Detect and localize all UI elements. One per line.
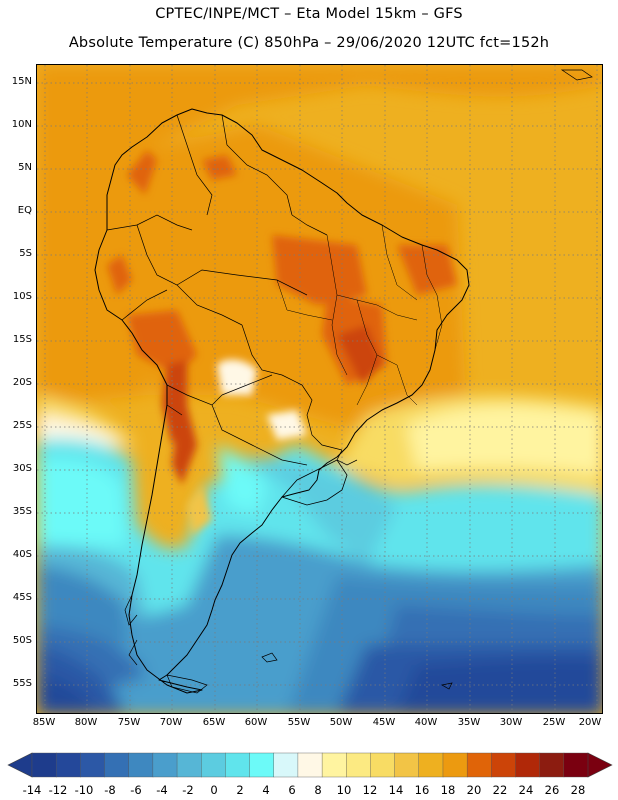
lon-label: 20W [578, 717, 602, 728]
colorbar-label: -10 [74, 783, 94, 797]
colorbar-cell [539, 752, 565, 778]
colorbar-label: 20 [466, 783, 482, 797]
colorbar-label: 14 [388, 783, 404, 797]
colorbar-label: -4 [156, 783, 168, 797]
country-borders [106, 114, 358, 466]
colorbar-label: 18 [440, 783, 456, 797]
colorbar-cells [31, 752, 589, 778]
colorbar-label: -8 [104, 783, 116, 797]
lat-label: 40S [12, 549, 32, 560]
colorbar-cell [563, 752, 589, 778]
colorbar-label: -12 [48, 783, 68, 797]
colorbar-over-triangle [587, 752, 613, 778]
state-borders [276, 224, 443, 406]
colorbar-label: 10 [336, 783, 352, 797]
colorbar-label: 4 [262, 783, 270, 797]
temperature-field [37, 65, 602, 713]
lon-label: 80W [74, 717, 98, 728]
south-america-coastline [94, 108, 470, 694]
lat-label: 25S [12, 420, 32, 431]
lon-label: 65W [202, 717, 226, 728]
colorbar-cell [249, 752, 275, 778]
islands [124, 69, 593, 694]
colorbar-label: 0 [210, 783, 218, 797]
colorbar-cell [321, 752, 347, 778]
lat-label: 50S [12, 635, 32, 646]
colorbar-cell [346, 752, 371, 778]
lat-label: EQ [17, 205, 32, 216]
colorbar-cell [297, 752, 323, 778]
lon-label: 25W [542, 717, 566, 728]
colorbar-cell [128, 752, 154, 778]
lat-label: 10N [11, 119, 32, 130]
colorbar-under-triangle [7, 752, 33, 778]
lon-label: 30W [499, 717, 523, 728]
lon-label: 45W [372, 717, 396, 728]
colorbar-label: 2 [236, 783, 244, 797]
lat-label: 15S [12, 334, 32, 345]
colorbar-cell [273, 752, 299, 778]
colorbar-cell [201, 752, 226, 778]
colorbar-label: 24 [518, 783, 534, 797]
colorbar-label: 26 [544, 783, 560, 797]
colorbar [7, 752, 613, 778]
lat-label: 30S [12, 463, 32, 474]
colorbar-label: -2 [182, 783, 194, 797]
lat-label: 20S [12, 377, 32, 388]
colorbar-cell [31, 752, 57, 778]
map-title-line-2: Absolute Temperature (C) 850hPa – 29/06/… [68, 35, 550, 51]
lon-label: 50W [329, 717, 353, 728]
colorbar-cell [442, 752, 468, 778]
colorbar-label: -14 [22, 783, 42, 797]
lat-label: 35S [12, 506, 32, 517]
map-frame [36, 64, 603, 714]
lat-label: 55S [12, 678, 32, 689]
colorbar-label: 6 [288, 783, 296, 797]
graticule [37, 65, 602, 713]
lat-label: 15N [11, 76, 32, 87]
colorbar-cell [152, 752, 178, 778]
colorbar-cell [225, 752, 251, 778]
colorbar-label: 8 [314, 783, 322, 797]
colorbar-cell [418, 752, 444, 778]
colorbar-cell [394, 752, 420, 778]
lon-label: 40W [414, 717, 438, 728]
lat-label: 5S [19, 248, 32, 259]
map-title-line-1: CPTEC/INPE/MCT – Eta Model 15km – GFS [155, 6, 463, 22]
colorbar-cell [466, 752, 492, 778]
colorbar-label: 16 [414, 783, 430, 797]
colorbar-cell [515, 752, 541, 778]
colorbar-label: -6 [130, 783, 142, 797]
lon-label: 60W [244, 717, 268, 728]
colorbar-label: 22 [492, 783, 508, 797]
lon-label: 85W [32, 717, 56, 728]
lon-label: 70W [159, 717, 183, 728]
colorbar-cell [176, 752, 202, 778]
colorbar-cell [370, 752, 396, 778]
lat-label: 5N [18, 162, 32, 173]
lat-label: 45S [12, 592, 32, 603]
colorbar-cell [55, 752, 81, 778]
lon-label: 75W [117, 717, 141, 728]
lon-label: 55W [287, 717, 311, 728]
lon-label: 35W [457, 717, 481, 728]
colorbar-cell [491, 752, 516, 778]
colorbar-cell [80, 752, 106, 778]
lat-label: 10S [12, 291, 32, 302]
temperature-map [37, 65, 602, 713]
colorbar-cell [104, 752, 130, 778]
colorbar-label: 28 [570, 783, 586, 797]
colorbar-label: 12 [362, 783, 378, 797]
temperature-hotspots [107, 150, 457, 535]
uruguay-border [281, 459, 348, 506]
